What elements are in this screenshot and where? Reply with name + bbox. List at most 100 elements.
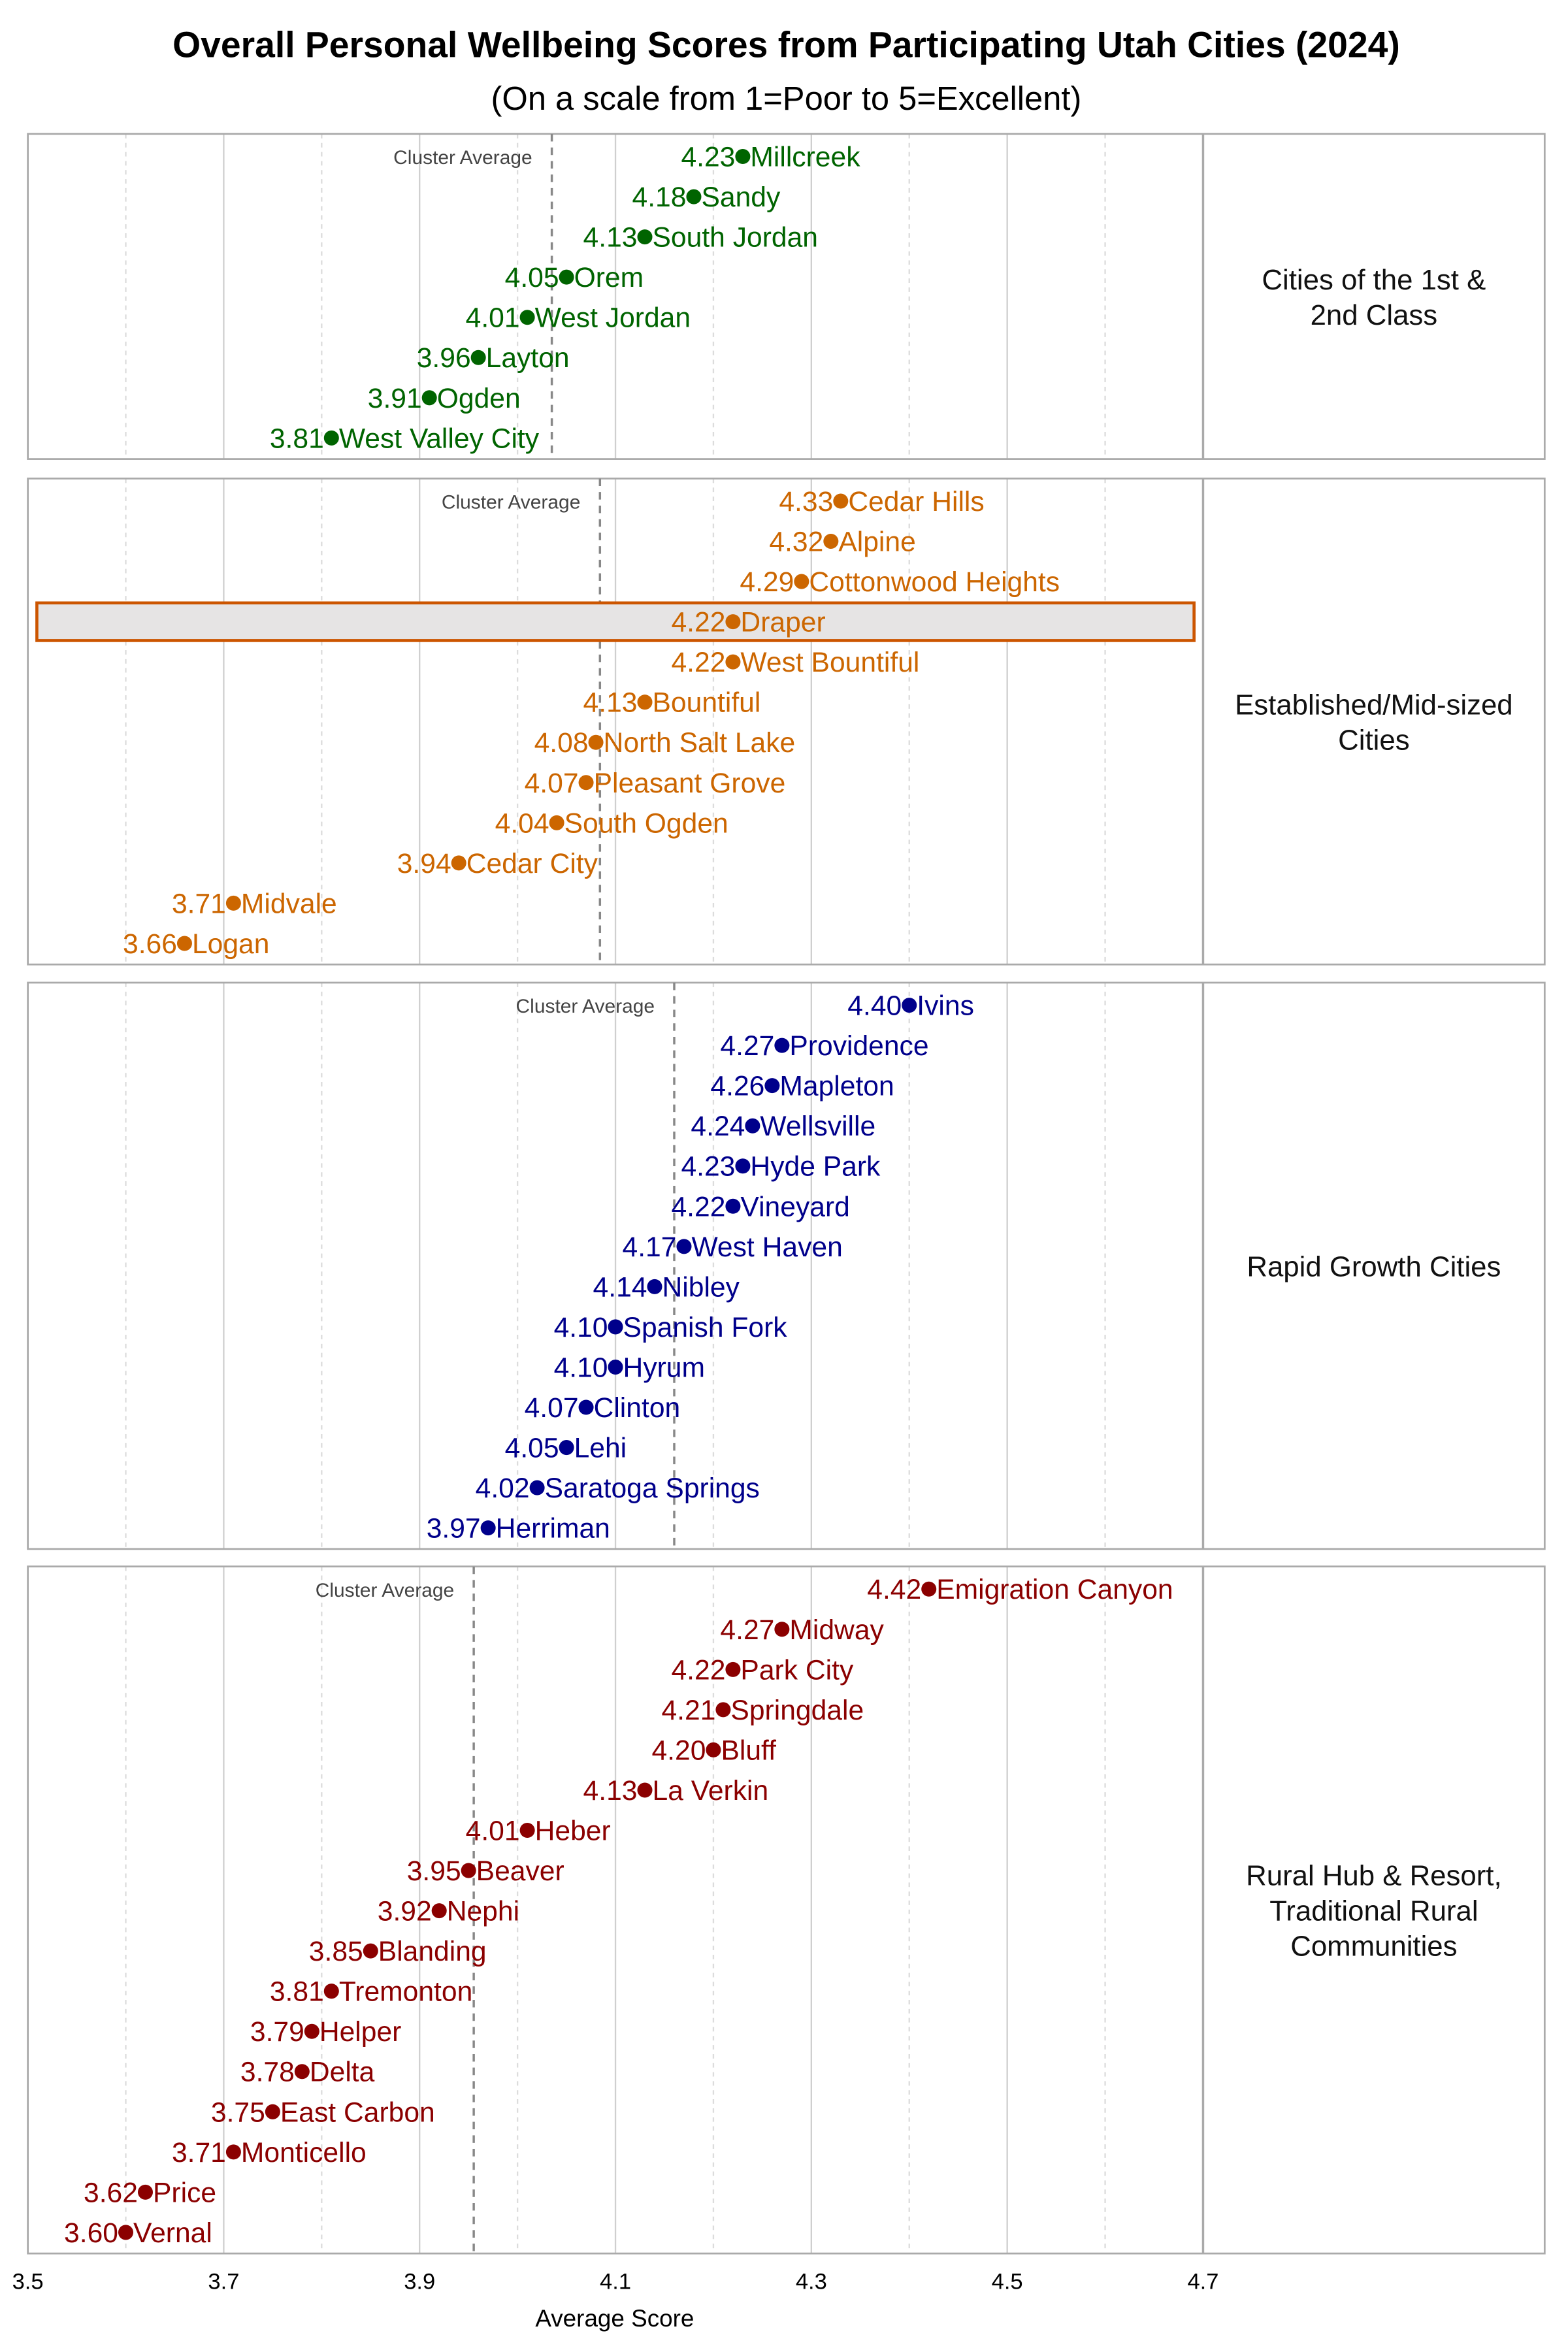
data-point	[451, 855, 466, 871]
value-label: 4.32	[769, 527, 823, 558]
value-label: 4.29	[740, 566, 794, 598]
value-label: 4.08	[534, 727, 589, 759]
value-label: 3.75	[211, 2097, 265, 2128]
value-label: 4.42	[867, 1574, 921, 1605]
data-point	[304, 2023, 319, 2039]
value-label: 4.22	[671, 1654, 725, 1686]
city-label: Mapleton	[779, 1071, 894, 1102]
city-label: Vernal	[133, 2217, 212, 2249]
city-label: La Verkin	[653, 1775, 769, 1806]
city-label: Lehi	[574, 1433, 627, 1464]
city-label: Ivins	[917, 990, 974, 1022]
value-label: 4.05	[505, 262, 559, 293]
data-point	[265, 2104, 280, 2119]
strip-label-line: Cities of the 1st &	[1262, 264, 1486, 296]
value-label: 3.60	[64, 2217, 118, 2249]
city-label: Park City	[740, 1654, 854, 1686]
panel-strip-label: Rural Hub & Resort, Traditional Rural Comm…	[1246, 1859, 1501, 1962]
data-point	[637, 694, 653, 710]
city-label: Beaver	[476, 1855, 564, 1887]
panel-frame	[27, 133, 1546, 460]
value-label: 4.26	[710, 1071, 764, 1102]
value-label: 3.71	[172, 888, 226, 919]
data-point	[588, 734, 604, 750]
value-label: 4.21	[661, 1695, 715, 1726]
data-point	[637, 229, 653, 245]
data-point	[480, 1520, 496, 1536]
value-label: 4.13	[583, 687, 638, 719]
city-label: Providence	[789, 1030, 928, 1062]
x-tick-label: 3.9	[404, 2269, 435, 2294]
data-point	[735, 1158, 751, 1174]
city-label: Midvale	[241, 888, 337, 919]
city-label: Cedar City	[466, 848, 598, 879]
cluster-average-label: Cluster Average	[442, 492, 580, 514]
value-label: 4.27	[720, 1030, 774, 1062]
value-label: 4.05	[505, 1433, 559, 1464]
city-label: Millcreek	[750, 142, 860, 173]
value-label: 3.81	[270, 1976, 324, 2008]
cluster-average-label: Cluster Average	[516, 996, 655, 1017]
city-label: Nibley	[662, 1271, 740, 1303]
data-point	[686, 189, 702, 204]
data-point	[118, 2225, 134, 2240]
city-label: Wellsville	[760, 1111, 875, 1142]
value-label: 3.62	[84, 2177, 138, 2208]
value-label: 4.04	[495, 808, 549, 839]
value-label: 4.07	[525, 1392, 579, 1424]
data-point	[725, 654, 741, 670]
data-point	[725, 614, 741, 630]
city-label: East Carbon	[280, 2097, 435, 2128]
data-point	[715, 1702, 731, 1718]
city-label: Heber	[535, 1815, 611, 1846]
data-point	[431, 1903, 447, 1919]
data-point	[902, 998, 917, 1013]
city-label: Monticello	[241, 2137, 367, 2168]
city-label: Ogden	[437, 383, 521, 414]
x-axis-label: Average Score	[535, 2305, 694, 2332]
city-label: Pleasant Grove	[594, 768, 786, 799]
data-point	[725, 1661, 741, 1677]
city-label: Draper	[740, 607, 825, 638]
strip-label-line: Traditional Rural	[1269, 1895, 1478, 1927]
panel-frame	[27, 981, 1546, 1550]
city-label: Emigration Canyon	[936, 1574, 1173, 1605]
city-label: South Jordan	[653, 222, 818, 253]
value-label: 3.97	[427, 1513, 481, 1544]
data-point	[725, 1198, 741, 1214]
city-label: West Jordan	[535, 302, 691, 334]
city-label: Spanish Fork	[623, 1312, 788, 1343]
data-point	[735, 149, 751, 165]
data-point	[294, 2064, 310, 2080]
data-point	[794, 574, 809, 589]
panel-strip-label: Rapid Growth Cities	[1247, 1251, 1501, 1283]
city-label: Logan	[192, 928, 270, 960]
data-point	[578, 775, 594, 791]
strip-label-line: Cities	[1338, 725, 1409, 757]
strip-label-line: Rapid Growth Cities	[1247, 1251, 1501, 1283]
x-tick-label: 4.3	[796, 2269, 827, 2294]
data-point	[470, 350, 486, 365]
city-label: Nephi	[447, 1896, 519, 1927]
city-label: West Haven	[691, 1232, 842, 1263]
value-label: 3.85	[309, 1936, 363, 1967]
city-label: Bountiful	[653, 687, 761, 719]
data-point	[363, 1943, 378, 1959]
strip-label-line: Established/Mid-sized	[1235, 689, 1513, 721]
data-point	[578, 1399, 594, 1415]
x-tick-label: 4.1	[600, 2269, 631, 2294]
value-label: 4.33	[779, 486, 833, 517]
data-point	[225, 2144, 241, 2160]
city-label: Layton	[486, 342, 570, 374]
value-label: 4.23	[681, 142, 735, 173]
panels: Cities of the 1st & 2nd Class Cluster Aver…	[27, 133, 1546, 2255]
value-label: 4.20	[651, 1735, 706, 1766]
data-point	[225, 895, 241, 911]
x-axis: 3.5 3.7 3.9 4.1 4.3 4.5 4.7	[12, 2269, 1219, 2294]
value-label: 4.02	[476, 1473, 530, 1504]
city-label: Blanding	[378, 1936, 487, 1967]
city-label: Cedar Hills	[848, 486, 984, 517]
panel: Rapid Growth Cities Cluster Average 4.40 Iv…	[27, 981, 1546, 1550]
value-label: 4.22	[671, 1191, 725, 1222]
data-point	[833, 493, 849, 509]
